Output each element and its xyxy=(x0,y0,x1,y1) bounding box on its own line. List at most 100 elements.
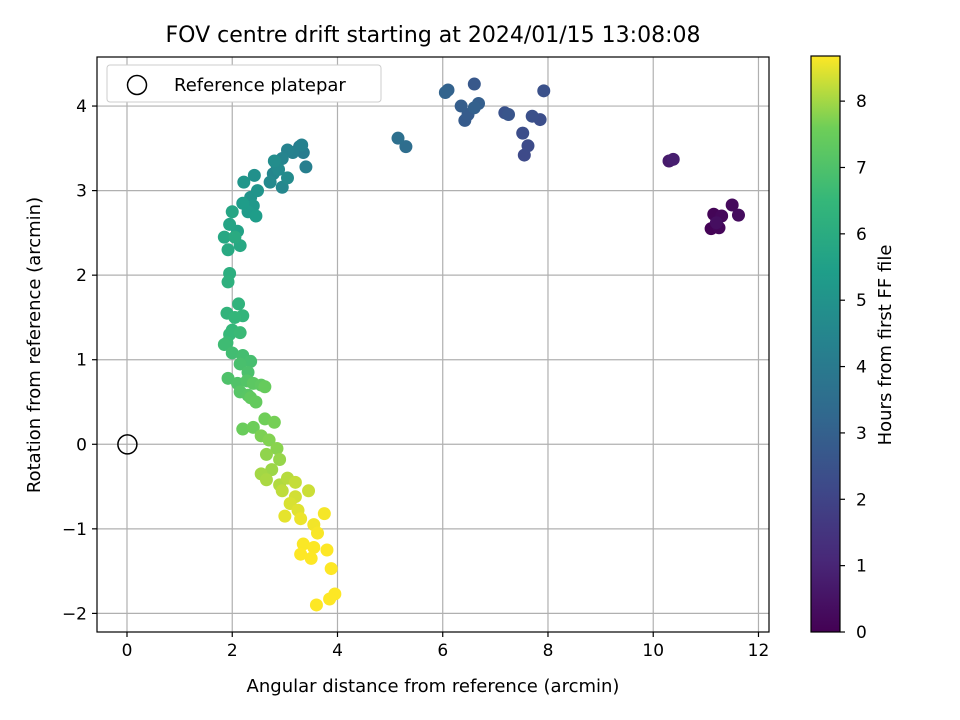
data-point xyxy=(299,160,313,174)
data-point xyxy=(228,310,242,324)
y-axis-ticks: −2 −1 0 1 2 3 4 xyxy=(62,97,97,624)
data-point xyxy=(247,168,261,182)
x-axis-label: Angular distance from reference (arcmin) xyxy=(247,676,620,697)
data-points xyxy=(217,77,745,612)
data-point xyxy=(259,447,273,461)
data-point xyxy=(280,171,294,185)
data-point xyxy=(258,380,272,394)
data-point xyxy=(232,297,246,311)
data-point xyxy=(221,243,235,257)
data-point xyxy=(302,484,316,498)
colorbar-tick-label: 2 xyxy=(856,490,867,510)
data-point xyxy=(454,99,468,113)
data-point xyxy=(438,86,452,100)
data-point xyxy=(267,154,281,168)
data-point xyxy=(259,473,273,487)
colorbar-tick-label: 7 xyxy=(856,158,867,178)
data-point xyxy=(516,126,530,140)
data-point xyxy=(225,205,239,219)
colorbar-tick-label: 8 xyxy=(856,92,867,112)
data-point xyxy=(288,475,302,489)
colorbar-tick-label: 3 xyxy=(856,424,867,444)
data-point xyxy=(525,109,539,123)
data-point xyxy=(236,422,250,436)
chart-title: FOV centre drift starting at 2024/01/15 … xyxy=(166,23,701,48)
x-tick-label: 12 xyxy=(748,641,770,661)
y-tick-label: −1 xyxy=(62,520,87,540)
colorbar-gradient xyxy=(810,55,841,633)
y-tick-label: 4 xyxy=(76,97,87,117)
data-point xyxy=(294,547,308,561)
data-point xyxy=(307,540,321,554)
y-tick-label: 0 xyxy=(76,435,87,455)
data-point xyxy=(310,526,324,540)
data-point xyxy=(275,484,289,498)
data-point xyxy=(265,463,279,477)
data-point xyxy=(309,598,323,612)
x-tick-label: 2 xyxy=(227,641,238,661)
data-point xyxy=(221,275,235,289)
data-point xyxy=(296,537,310,551)
data-point xyxy=(267,415,281,429)
colorbar-tick-label: 0 xyxy=(856,623,867,643)
data-point xyxy=(249,395,263,409)
colorbar-tick-label: 6 xyxy=(856,225,867,245)
data-point xyxy=(236,196,250,210)
y-tick-label: 3 xyxy=(76,182,87,202)
y-axis-label: Rotation from reference (arcmin) xyxy=(24,197,45,493)
legend-box xyxy=(106,64,382,103)
x-tick-label: 8 xyxy=(543,641,554,661)
legend: Reference platepar xyxy=(106,64,382,103)
data-point xyxy=(263,175,277,189)
data-point xyxy=(317,507,331,521)
colorbar-tick-label: 5 xyxy=(856,291,867,311)
data-point xyxy=(502,108,516,121)
data-point xyxy=(709,216,723,230)
colorbar-tick-label: 4 xyxy=(856,358,867,378)
y-tick-label: 2 xyxy=(76,266,87,286)
data-point xyxy=(262,433,276,447)
data-point xyxy=(249,209,263,223)
x-tick-label: 6 xyxy=(437,641,448,661)
data-point xyxy=(467,77,481,91)
y-tick-label: −2 xyxy=(62,604,87,624)
x-axis-ticks: 0 2 4 6 8 10 12 xyxy=(122,632,770,661)
data-point xyxy=(273,453,287,466)
y-tick-label: 1 xyxy=(76,351,87,371)
data-point xyxy=(324,562,338,576)
grid-lines xyxy=(97,57,769,632)
data-point xyxy=(233,326,247,340)
colorbar-ticks: 0 1 2 3 4 5 6 7 8 xyxy=(840,92,867,643)
data-point xyxy=(246,420,260,434)
x-tick-label: 0 xyxy=(122,641,133,661)
x-tick-label: 10 xyxy=(642,641,664,661)
data-point xyxy=(467,101,481,115)
data-point xyxy=(320,543,334,557)
plot-frame xyxy=(96,56,770,633)
data-point xyxy=(294,512,308,526)
colorbar: 0 1 2 3 4 5 6 7 8 Hours from first FF file xyxy=(810,55,896,643)
reference-platepar-marker xyxy=(117,434,138,455)
data-point xyxy=(323,592,337,606)
data-point xyxy=(304,551,318,565)
data-point xyxy=(391,131,405,145)
data-point xyxy=(225,346,239,360)
data-point xyxy=(251,184,265,198)
data-point xyxy=(731,208,745,222)
data-point xyxy=(725,198,739,212)
data-point xyxy=(237,175,251,189)
data-point xyxy=(537,84,551,98)
data-point xyxy=(278,509,292,523)
data-point xyxy=(228,230,242,244)
data-point xyxy=(233,357,247,371)
data-point xyxy=(217,230,231,244)
data-point xyxy=(217,338,231,351)
legend-marker xyxy=(126,74,148,96)
data-point xyxy=(244,354,258,368)
colorbar-tick-label: 1 xyxy=(856,557,867,577)
data-point xyxy=(399,140,413,154)
data-point xyxy=(295,138,309,152)
data-point xyxy=(223,217,237,231)
legend-entry-reference: Reference platepar xyxy=(174,75,346,96)
